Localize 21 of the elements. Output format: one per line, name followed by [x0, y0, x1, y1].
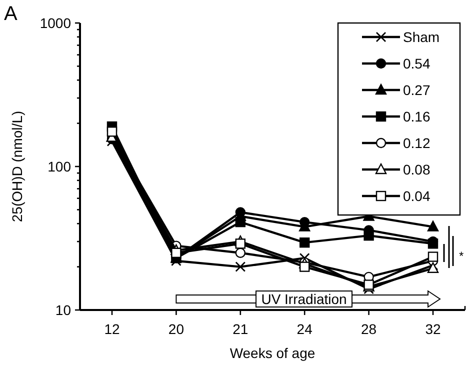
text: A [4, 3, 18, 25]
x-tick-label: 12 [104, 321, 120, 337]
x-tick-label: 21 [232, 321, 248, 337]
annotation: * [459, 249, 464, 263]
x-tick-label: 24 [296, 321, 313, 337]
legend-label: 0.16 [403, 108, 430, 124]
x-tick-label: 20 [168, 321, 184, 337]
annotation: UV Irradiation [261, 291, 347, 307]
x-tick-label: 28 [361, 321, 377, 337]
y-axis-title: 25(OH)D (nmol/L) [9, 110, 25, 222]
legend-label: 0.27 [403, 82, 430, 98]
x-tick-label: 32 [425, 321, 441, 337]
legend-label: 0.12 [403, 134, 430, 151]
y-tick-label: 100 [48, 158, 72, 174]
y-tick-label: 10 [55, 302, 72, 318]
legend-label: 0.54 [403, 55, 430, 72]
y-tick-label: 1000 [40, 14, 72, 31]
legend-label: 0.08 [403, 161, 430, 178]
x-axis-title: Weeks of age [230, 345, 316, 361]
legend-label: Sham [403, 28, 440, 45]
legend-label: 0.04 [403, 188, 430, 204]
